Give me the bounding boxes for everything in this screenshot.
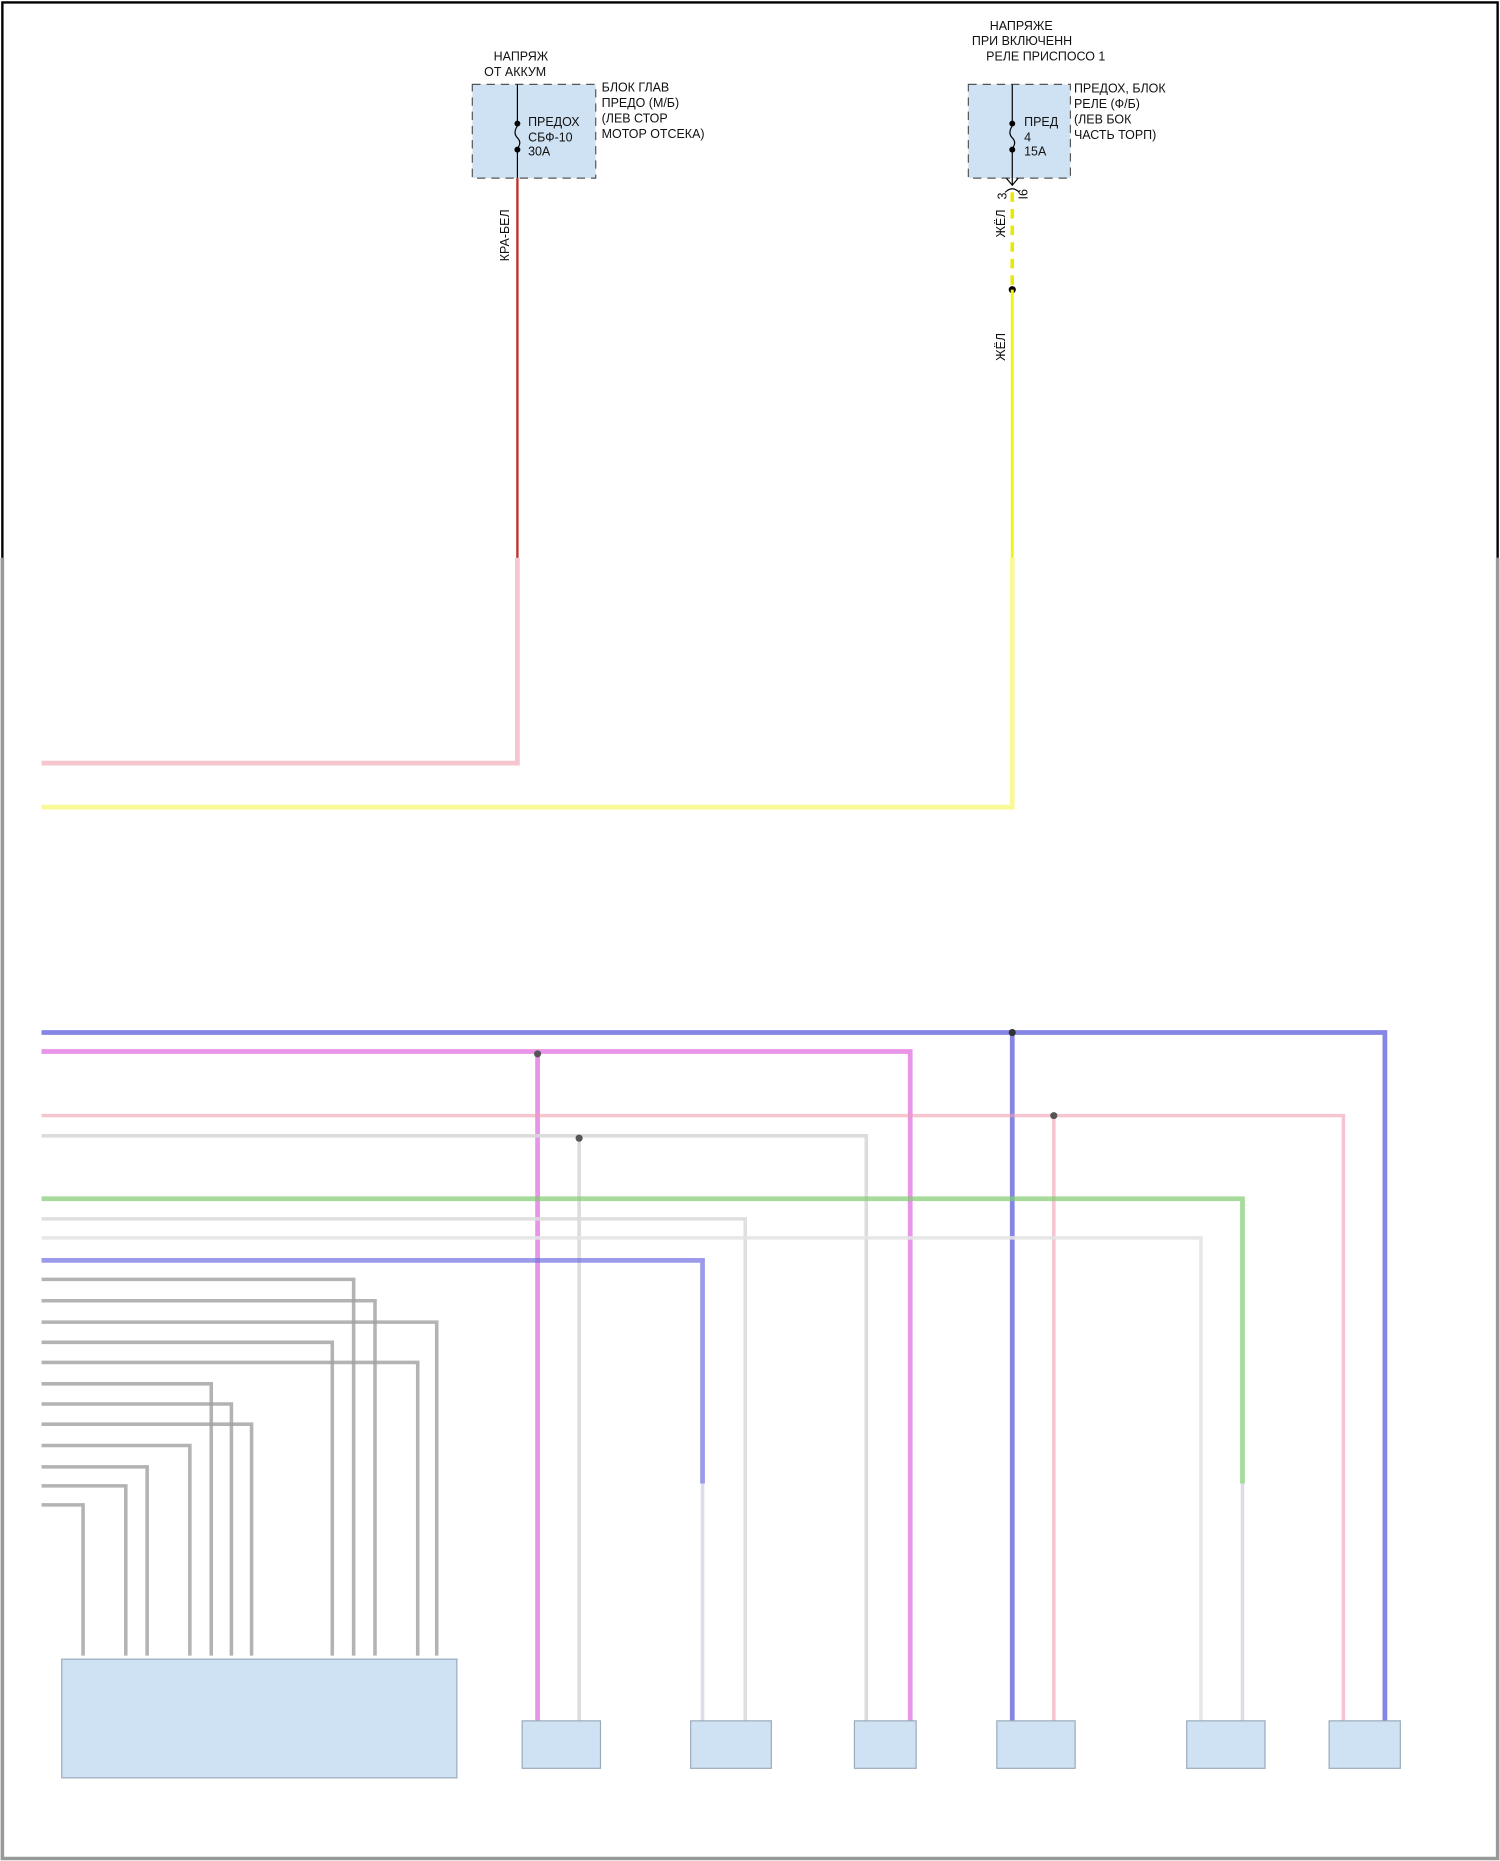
block-label: (ЛЕВ БОК <box>1074 113 1132 127</box>
connector-icon <box>1004 177 1020 193</box>
fuse-label: 4 <box>1024 130 1031 144</box>
splice-dot <box>575 1134 583 1142</box>
door-connector <box>521 1720 602 1769</box>
source-label: ПРИ ВКЛЮЧЕНН <box>972 34 1072 48</box>
door-connector <box>690 1720 772 1769</box>
door-connector <box>1186 1720 1266 1769</box>
wire-color-label: ЖЁЛ <box>994 209 1008 237</box>
splice-dot <box>1008 1028 1016 1037</box>
wire-gray <box>41 1443 192 1656</box>
wire-gray <box>41 1402 234 1656</box>
source-label: РЕЛЕ ПРИСПОСО 1 <box>986 50 1105 64</box>
wire-gray <box>41 1422 254 1656</box>
block-label: БЛОК ГЛАВ <box>602 80 670 94</box>
wire-gray <box>41 1360 420 1656</box>
block-label: ЧАСТЬ ТОРП) <box>1074 128 1156 142</box>
door-connector <box>853 1720 917 1769</box>
wire-blue <box>41 1030 1388 1721</box>
wire-red-faded <box>41 557 520 766</box>
pin-label: 3 <box>995 192 1009 199</box>
block-label: (ЛЕВ СТОР <box>602 111 668 125</box>
fuse-label: ПРЕДОХ <box>528 115 580 129</box>
block-label: ПРЕДО (М/Б) <box>602 96 679 110</box>
control-module <box>61 1658 458 1779</box>
door-connector <box>996 1720 1076 1769</box>
wire-white <box>41 1134 869 1721</box>
wire-gray <box>41 1465 149 1656</box>
fuse-terminal <box>514 120 521 127</box>
wire-color-label: ЖЁЛ <box>994 333 1008 361</box>
fuse-icon <box>1009 125 1016 149</box>
wire-gray <box>41 1277 356 1656</box>
fuse-label: СБФ-10 <box>528 130 573 144</box>
pin-label: I6 <box>1017 189 1031 199</box>
wire-gray <box>41 1340 335 1656</box>
wire-white <box>41 1217 748 1721</box>
door-connector <box>1328 1720 1401 1769</box>
relay-fuse-block <box>967 83 1072 179</box>
wire-gray <box>41 1382 214 1656</box>
fuse-icon <box>514 125 521 149</box>
frame-top <box>1 1 1499 558</box>
wire-blue <box>41 1258 705 1484</box>
wire-gray <box>41 1320 439 1656</box>
wire-gray <box>41 1484 128 1656</box>
wire-yellow-faded <box>41 557 1015 810</box>
source-label: ОТ АККУМ <box>484 65 546 79</box>
frame-bottom <box>0 557 1500 1861</box>
wire-white <box>41 1236 1203 1721</box>
splice-dot <box>534 1050 542 1058</box>
wire-gray <box>41 1503 85 1656</box>
wire-green <box>41 1196 1245 1484</box>
fuse-label: 30A <box>528 145 551 159</box>
block-label: РЕЛЕ (Ф/Б) <box>1074 97 1140 111</box>
main-fuse-block <box>471 83 597 179</box>
source-label: НАПРЯЖ <box>494 50 549 64</box>
splice-dot <box>1050 1112 1058 1120</box>
source-label: НАПРЯЖЕ <box>990 19 1053 33</box>
block-label: ПРЕДОХ, БЛОК <box>1074 82 1166 96</box>
block-label: МОТОР ОТСЕКА) <box>602 127 705 141</box>
wire-gray <box>41 1298 377 1656</box>
fuse-terminal <box>1009 120 1016 127</box>
fuse-label: 15A <box>1024 145 1047 159</box>
wire-light <box>700 1483 1245 1721</box>
fuse-label: ПРЕД <box>1024 115 1059 129</box>
wire-magenta <box>41 1049 913 1721</box>
wire-color-label: КРА-БЕЛ <box>498 209 512 261</box>
wire-pink <box>41 1113 1346 1721</box>
